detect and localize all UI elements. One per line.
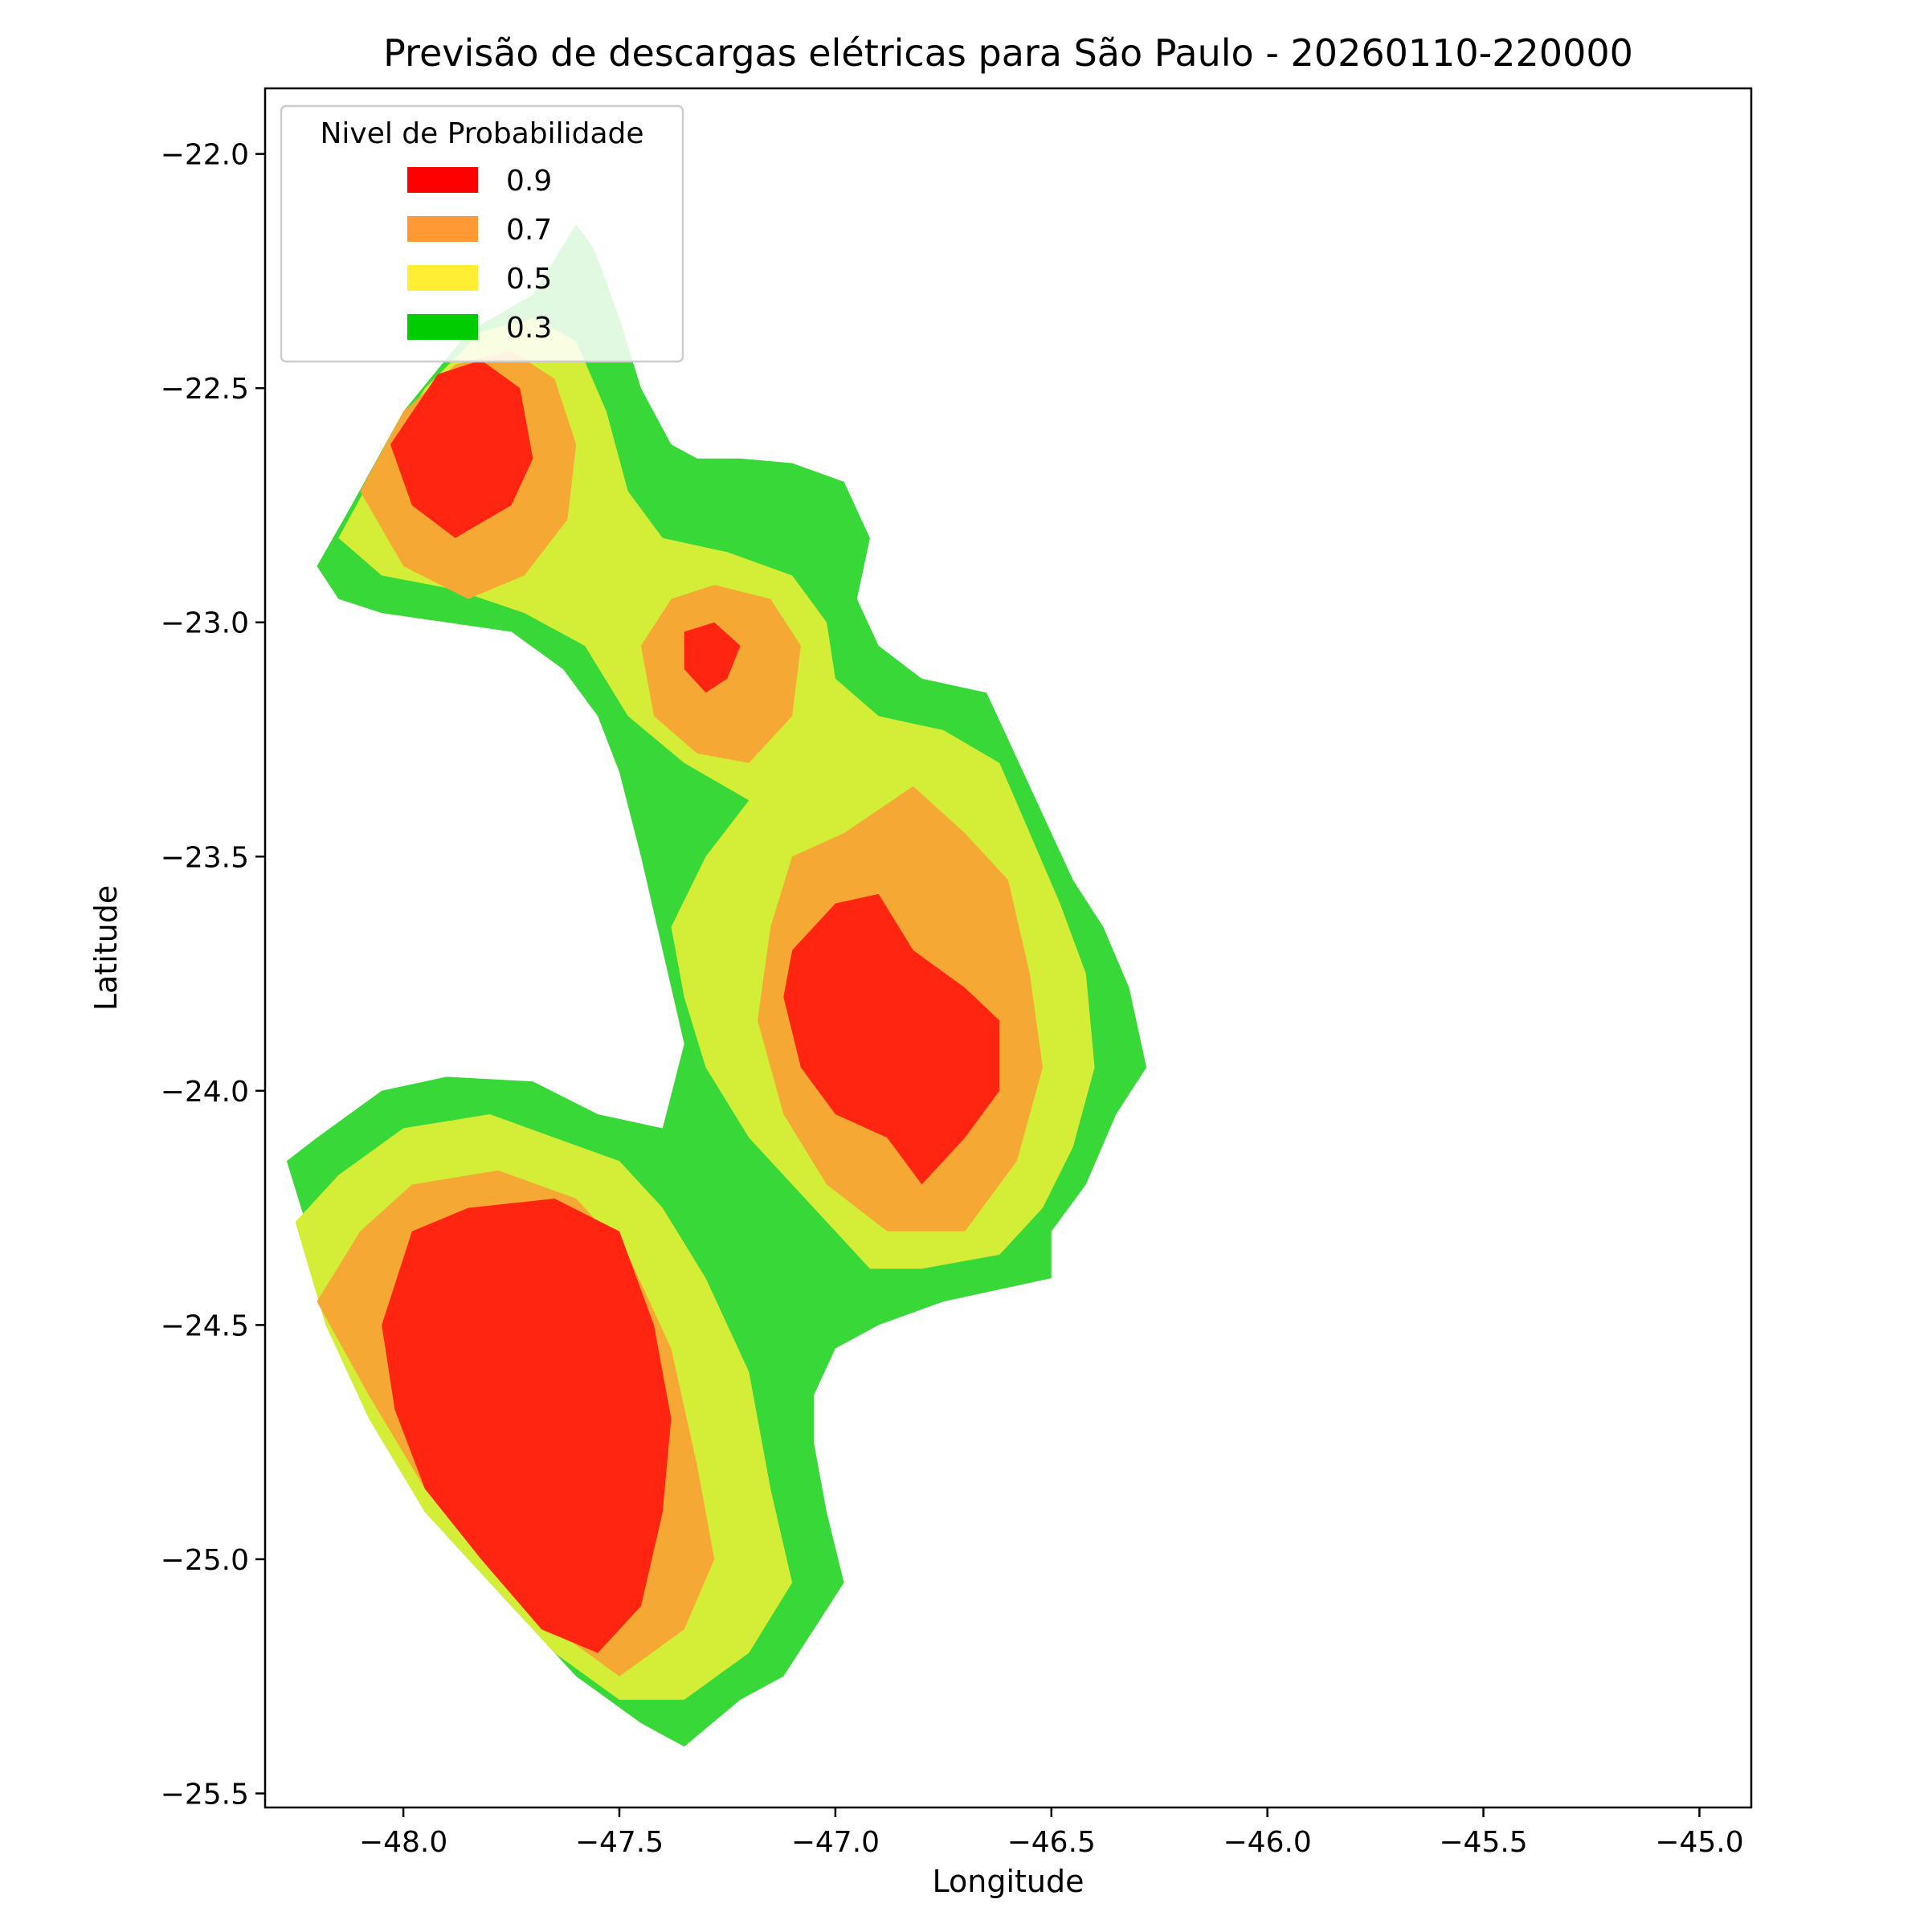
x-tick-label-5: −45.5 <box>1439 1826 1527 1859</box>
contour-region-09-9 <box>783 893 1000 1185</box>
y-tick-label-6: −25.0 <box>161 1544 249 1577</box>
y-tick-label-0: −22.0 <box>161 139 249 172</box>
chart-title: Previsão de descargas elétricas para São… <box>383 31 1633 75</box>
y-axis-label: Latitude <box>88 885 124 1011</box>
x-tick-label-6: −45.0 <box>1655 1826 1743 1859</box>
y-tick-label-4: −24.0 <box>161 1076 249 1109</box>
x-tick-label-4: −46.0 <box>1223 1826 1312 1859</box>
legend-label-1: 0.7 <box>506 214 552 247</box>
x-axis-label: Longitude <box>933 1864 1084 1899</box>
legend-label-3: 0.3 <box>506 312 552 345</box>
x-tick-label-0: −48.0 <box>359 1826 447 1859</box>
contour-region-09-10 <box>382 1199 672 1653</box>
legend-swatch-0 <box>407 167 478 193</box>
x-tick-label-3: −46.5 <box>1007 1826 1096 1859</box>
x-axis-ticks: −48.0 −47.5 −47.0 −46.5 −46.0 −45.5 −45.0 <box>359 1807 1744 1859</box>
y-tick-label-1: −22.5 <box>161 373 249 406</box>
legend-entries: 0.9 0.7 0.5 0.3 <box>407 165 552 345</box>
contour-regions <box>286 224 1147 1747</box>
contour-region-09-8 <box>684 622 741 693</box>
legend-swatch-3 <box>407 314 478 340</box>
legend-label-0: 0.9 <box>506 165 552 198</box>
y-tick-label-5: −24.5 <box>161 1309 249 1342</box>
legend-swatch-2 <box>407 265 478 291</box>
plot-frame <box>263 87 1753 1809</box>
x-tick-label-2: −47.0 <box>791 1826 880 1859</box>
y-tick-label-3: −23.5 <box>161 841 249 874</box>
legend: Nivel de Probabilidade 0.9 0.7 0.5 0.3 <box>280 104 684 363</box>
contour-region-09-7 <box>390 360 533 538</box>
y-tick-label-7: −25.5 <box>161 1779 249 1812</box>
legend-title: Nivel de Probabilidade <box>320 117 643 150</box>
legend-box <box>280 104 684 363</box>
legend-label-2: 0.5 <box>506 263 552 296</box>
x-tick-label-1: −47.5 <box>575 1826 664 1859</box>
legend-swatch-1 <box>407 216 478 242</box>
y-tick-label-2: −23.0 <box>161 607 249 640</box>
y-axis-ticks: −22.0 −22.5 −23.0 −23.5 −24.0 −24.5 −25.0 −25.5 <box>161 139 265 1812</box>
